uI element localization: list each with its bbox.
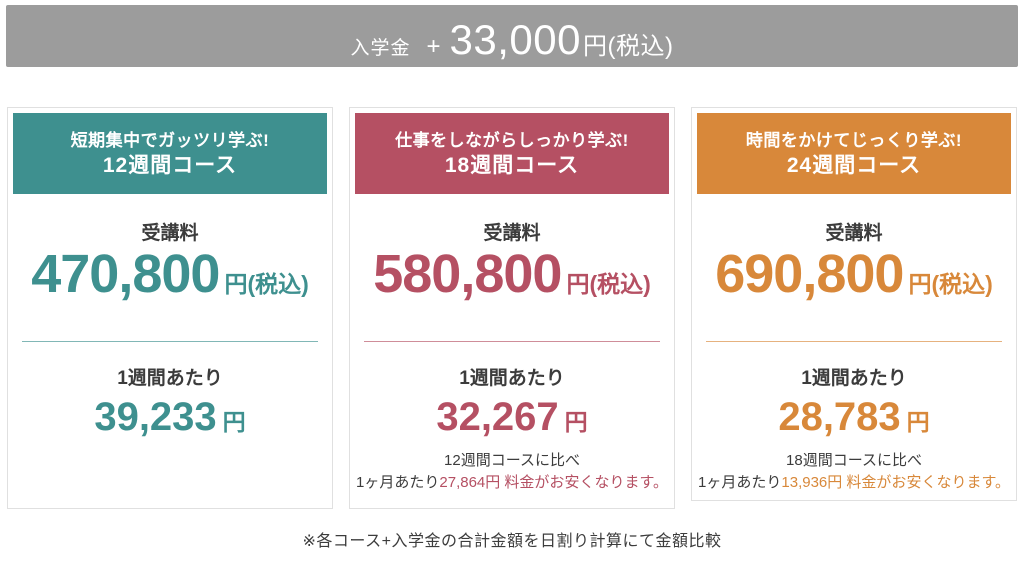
tuition-label: 受講料	[483, 223, 541, 244]
per-week-label: 1週間あたり	[117, 367, 223, 389]
tuition-amount: 580,800	[373, 243, 562, 304]
course-name: 12週間コース	[102, 153, 238, 177]
per-week-label: 1週間あたり	[801, 367, 907, 389]
course-tagline: 時間をかけてじっくり学ぶ!	[745, 130, 963, 150]
divider	[22, 340, 318, 342]
divider	[706, 340, 1002, 342]
divider	[364, 340, 660, 342]
tuition-price: 580,800 円(税込)	[350, 247, 674, 301]
tuition-amount: 470,800	[31, 243, 220, 304]
per-week-amount: 28,783	[778, 394, 901, 439]
comparison-baseline: 18週間コースに比べ	[786, 451, 922, 469]
course-card-header: 短期集中でガッツリ学ぶ! 12週間コース	[13, 113, 327, 194]
comparison-note: 12週間コースに比べ 1ヶ月あたり27,864円 料金がお安くなります。	[350, 450, 674, 495]
admission-fee-amount: 33,000	[449, 16, 581, 63]
comparison-note: 18週間コースに比べ 1ヶ月あたり13,936円 料金がお安くなります。	[692, 450, 1016, 495]
admission-fee-label: 入学金	[350, 38, 411, 59]
pricing-section: 入学金 + 33,000 円(税込) 短期集中でガッツリ学ぶ! 12週間コース …	[0, 5, 1024, 566]
course-card-list: 短期集中でガッツリ学ぶ! 12週間コース 受講料 470,800 円(税込) 1…	[7, 107, 1017, 509]
tuition-label: 受講料	[141, 223, 199, 244]
tuition-unit: 円(税込)	[224, 270, 309, 297]
per-week-unit: 円	[222, 408, 246, 435]
plus-sign: +	[426, 33, 441, 60]
per-week-price: 39,233 円	[8, 397, 332, 437]
admission-fee-unit: 円(税込)	[583, 33, 674, 60]
course-card-12week: 短期集中でガッツリ学ぶ! 12週間コース 受講料 470,800 円(税込) 1…	[7, 107, 333, 509]
footnote: ※各コース+入学金の合計金額を日割り計算にて金額比較	[302, 533, 722, 550]
per-week-price: 28,783 円	[692, 397, 1016, 437]
comparison-savings: 1ヶ月あたり13,936円 料金がお安くなります。	[692, 472, 1016, 495]
per-week-amount: 39,233	[94, 394, 217, 439]
course-tagline: 仕事をしながらしっかり学ぶ!	[395, 130, 629, 150]
course-name: 18週間コース	[444, 153, 580, 177]
comparison-highlight: 13,936円 料金がお安くなります。	[781, 474, 1010, 492]
course-card-header: 仕事をしながらしっかり学ぶ! 18週間コース	[355, 113, 669, 194]
per-week-price: 32,267 円	[350, 397, 674, 437]
per-week-amount: 32,267	[436, 394, 559, 439]
per-week-label: 1週間あたり	[459, 367, 565, 389]
tuition-amount: 690,800	[715, 243, 904, 304]
comparison-savings: 1ヶ月あたり27,864円 料金がお安くなります。	[350, 472, 674, 495]
tuition-price: 470,800 円(税込)	[8, 247, 332, 301]
per-week-unit: 円	[906, 408, 930, 435]
course-card-18week: 仕事をしながらしっかり学ぶ! 18週間コース 受講料 580,800 円(税込)…	[349, 107, 675, 509]
tuition-unit: 円(税込)	[908, 270, 993, 297]
tuition-label: 受講料	[825, 223, 883, 244]
per-week-unit: 円	[564, 408, 588, 435]
comparison-prefix: 1ヶ月あたり	[698, 474, 782, 492]
course-name: 24週間コース	[786, 153, 922, 177]
course-tagline: 短期集中でガッツリ学ぶ!	[70, 130, 270, 150]
comparison-highlight: 27,864円 料金がお安くなります。	[439, 474, 668, 492]
course-card-header: 時間をかけてじっくり学ぶ! 24週間コース	[697, 113, 1011, 194]
comparison-baseline: 12週間コースに比べ	[444, 451, 580, 469]
tuition-unit: 円(税込)	[566, 270, 651, 297]
admission-fee-banner: 入学金 + 33,000 円(税込)	[6, 5, 1018, 67]
course-card-24week: 時間をかけてじっくり学ぶ! 24週間コース 受講料 690,800 円(税込) …	[691, 107, 1017, 501]
comparison-prefix: 1ヶ月あたり	[356, 474, 440, 492]
tuition-price: 690,800 円(税込)	[692, 247, 1016, 301]
